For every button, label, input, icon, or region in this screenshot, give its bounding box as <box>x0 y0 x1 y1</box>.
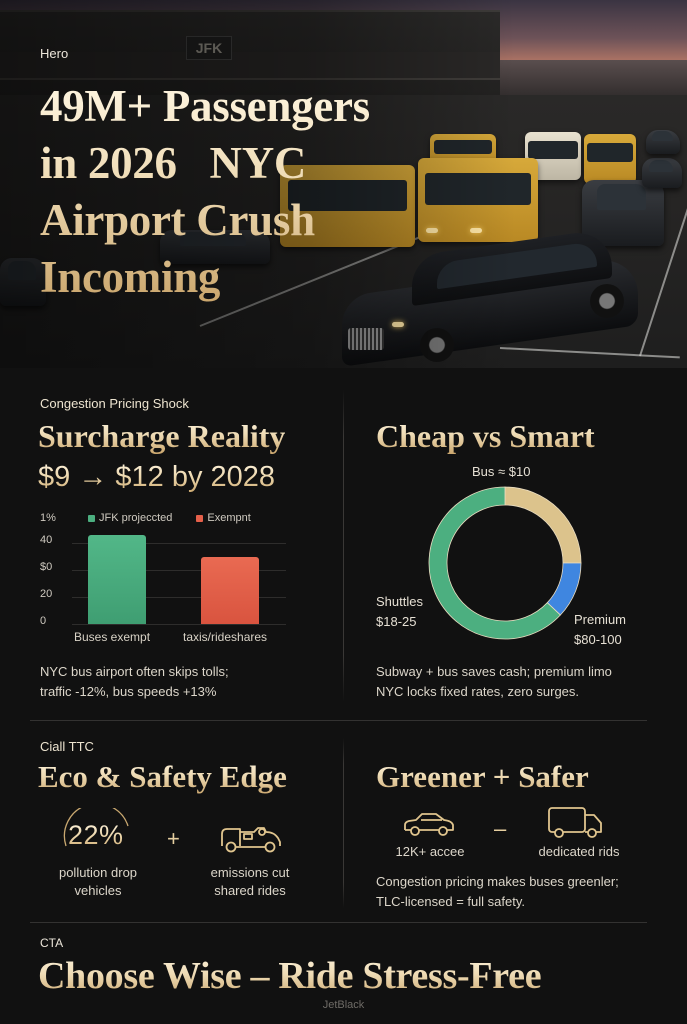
section-divider <box>30 720 647 721</box>
caption-line: emissions cut <box>210 865 290 880</box>
donut-label-shuttles: Shuttles $18-25 <box>376 592 423 632</box>
label-line: Shuttles <box>376 594 423 609</box>
hero-overlay <box>0 0 687 368</box>
caption-line: shared rides <box>214 883 286 898</box>
body-line: NYC bus airport often skips tolls; <box>40 664 229 679</box>
donut-label-premium: Premium $80-100 <box>574 610 626 650</box>
donut-chart <box>428 486 582 640</box>
section-title: Surcharge Reality <box>38 418 286 454</box>
stat-value: 22% <box>68 820 124 850</box>
chart-legend: JFK projeccted Exempnt <box>88 512 251 524</box>
hero-title-line: Incoming <box>40 252 221 302</box>
gridline <box>72 624 286 625</box>
legend-item: Exempnt <box>196 512 251 524</box>
bar-buses-exempt <box>88 534 146 624</box>
legend-swatch-red <box>196 514 204 522</box>
x-tick: Buses exempt <box>74 630 151 644</box>
label-line: Premium <box>574 612 627 627</box>
y-tick: 20 <box>40 588 53 600</box>
body-line: NYC locks fixed rates, zero surges. <box>376 684 580 699</box>
hero-section: JFK Hero 49M+ Passengers in 2026 NYC Air… <box>0 0 687 368</box>
label-line: $18-25 <box>376 614 417 629</box>
body-line: Subway + bus saves cash; premium limo <box>376 664 612 679</box>
legend-label: JFK projeccted <box>99 512 173 524</box>
hero-title-line: Airport Crush <box>40 195 315 245</box>
stat-caption: pollution drop vehicles <box>48 864 148 900</box>
delivery-truck-icon <box>221 827 281 853</box>
donut-chart-svg <box>428 486 582 640</box>
column-divider <box>343 390 344 702</box>
donut-slice <box>504 486 582 564</box>
hero-label: Hero <box>40 46 69 61</box>
y-axis-unit: 1% <box>40 512 56 524</box>
bar-taxis-rideshares <box>201 557 259 624</box>
section-body: Subway + bus saves cash; premium limo NY… <box>376 662 612 702</box>
cta-title[interactable]: Choose Wise – Ride Stress-Free <box>38 952 542 1000</box>
car-caption: 12K+ accee <box>395 844 465 859</box>
section-kicker: Congestion Pricing Shock <box>40 396 189 411</box>
minus-operator: – <box>494 816 507 841</box>
section-body: Congestion pricing makes buses greenler;… <box>376 872 619 912</box>
section-kicker: Ciall TTC <box>40 739 94 754</box>
y-tick: 40 <box>40 534 53 546</box>
legend-swatch-green <box>88 514 95 522</box>
section-subtitle: $9 → $12 by 2028 <box>38 461 276 493</box>
legend-label: Exempnt <box>207 512 251 524</box>
gridline <box>72 543 286 544</box>
car-icon <box>404 813 454 836</box>
hero-title-line: in 2026 NYC <box>40 138 307 188</box>
cta-label: CTA <box>40 936 64 950</box>
section-title: Cheap vs Smart <box>376 418 595 454</box>
donut-label-bus: Bus ≈ $10 <box>472 464 531 479</box>
y-tick: $0 <box>40 561 53 573</box>
caption-line: vehicles <box>74 883 122 898</box>
body-line: Congestion pricing makes buses greenler; <box>376 874 619 889</box>
box-truck-icon <box>548 807 602 838</box>
hero-title-line: 49M+ Passengers <box>40 81 370 131</box>
section-divider <box>30 922 647 923</box>
hero-title: 49M+ Passengers in 2026 NYC Airport Crus… <box>40 78 500 306</box>
caption-line: pollution drop <box>58 865 138 880</box>
legend-item: JFK projeccted <box>88 512 172 524</box>
body-line: TLC-licensed = full safety. <box>376 894 525 909</box>
truck-caption: dedicated rids <box>538 844 620 859</box>
x-tick: taxis/rideshares <box>183 630 268 644</box>
body-line: traffic -12%, bus speeds +13% <box>40 684 217 699</box>
bar-chart: 1% JFK projeccted Exempnt 40 $0 20 0 Bus… <box>38 508 298 650</box>
plus-operator: + <box>167 826 180 851</box>
label-line: $80-100 <box>574 632 622 647</box>
section-title: Greener + Safer <box>376 759 589 794</box>
y-tick: 0 <box>40 615 47 627</box>
gridline <box>72 570 286 571</box>
section-body: NYC bus airport often skips tolls; traff… <box>40 662 229 702</box>
arc-gauge-icon <box>63 808 129 847</box>
section-title: Eco & Safety Edge <box>38 759 287 794</box>
icon-caption: emissions cut shared rides <box>200 864 300 900</box>
brand-watermark: JetBlack <box>322 999 365 1011</box>
gridline <box>72 597 286 598</box>
column-divider <box>343 738 344 908</box>
donut-slice <box>428 486 561 640</box>
